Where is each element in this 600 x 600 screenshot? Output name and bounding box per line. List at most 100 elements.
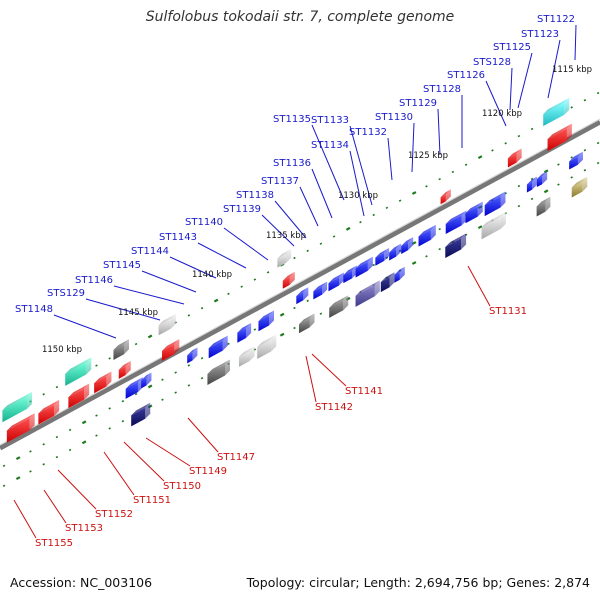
forward-gene-label: ST1125 (493, 42, 531, 53)
kbp-marker: 1135 kbp (266, 231, 306, 241)
position-tick (570, 156, 573, 159)
position-tick (596, 91, 600, 95)
position-tick (55, 435, 59, 439)
gene-block (440, 189, 451, 205)
position-tick (42, 393, 45, 396)
gene-features (2, 97, 588, 443)
gene-block (296, 287, 309, 305)
reverse-leader (145, 437, 191, 467)
forward-gene-label: ST1126 (447, 70, 485, 81)
gene-block (445, 210, 467, 235)
position-tick (161, 398, 164, 401)
forward-leader (53, 314, 117, 339)
position-tick (200, 377, 204, 380)
gene-block (2, 391, 33, 423)
position-tick (530, 197, 534, 201)
gene-block (571, 176, 588, 198)
reverse-leader (103, 451, 135, 496)
forward-leader (141, 270, 197, 293)
forward-leader (517, 52, 533, 109)
position-tick (121, 420, 125, 423)
forward-gene-label: ST1146 (75, 275, 113, 286)
forward-gene-label: STS128 (473, 57, 511, 68)
forward-leader (485, 80, 507, 127)
position-tick (543, 189, 549, 194)
position-tick (411, 191, 417, 195)
position-tick (174, 391, 177, 394)
position-tick (557, 163, 560, 166)
reverse-leader (13, 499, 37, 539)
kbp-marker: 1125 kbp (408, 151, 448, 161)
gene-block (162, 339, 180, 361)
reverse-gene-label: ST1131 (489, 306, 527, 317)
gene-block (257, 334, 277, 359)
genome-backbone (0, 118, 600, 451)
forward-gene-label: ST1130 (375, 112, 413, 123)
position-tick (306, 299, 309, 303)
gene-block (536, 196, 551, 217)
position-tick (570, 176, 573, 179)
position-tick (583, 169, 587, 172)
position-tick (583, 149, 587, 152)
forward-leader (349, 150, 365, 217)
forward-leader (113, 285, 185, 305)
reverse-leader (467, 265, 491, 307)
reverse-leader (305, 355, 317, 403)
gene-block (131, 402, 151, 427)
position-tick (227, 342, 230, 346)
position-tick (108, 357, 111, 360)
gene-block (484, 191, 506, 217)
position-tick (517, 134, 521, 138)
position-tick (583, 99, 587, 102)
gene-block (481, 211, 506, 240)
position-tick (279, 332, 285, 337)
position-tick (81, 440, 87, 445)
gene-block (329, 295, 349, 318)
forward-gene-label: STS129 (47, 288, 85, 299)
gene-block (68, 383, 90, 409)
position-tick (530, 177, 534, 181)
position-tick (517, 204, 521, 208)
position-tick (147, 384, 153, 389)
position-tick (543, 169, 549, 174)
position-tick (29, 450, 32, 453)
gene-block (355, 256, 373, 278)
label-leader-lines (13, 24, 577, 539)
reverse-gene-label: ST1147 (217, 452, 255, 463)
position-tick (187, 364, 191, 367)
gene-block (277, 248, 292, 268)
position-tick (42, 443, 45, 446)
position-tick (161, 378, 164, 381)
position-tick (411, 261, 417, 265)
position-tick (29, 470, 32, 473)
position-tick (596, 161, 600, 165)
genome-summary: Topology: circular; Length: 2,694,756 bp… (246, 575, 590, 590)
kbp-markers: 1115 kbp 1120 kbp 1125 kbp 1130 kbp 1135 kbp… (42, 65, 592, 355)
forward-gene-label: ST1129 (399, 98, 437, 109)
forward-leader (311, 168, 333, 219)
gene-block (258, 310, 275, 332)
position-tick (293, 256, 296, 260)
gene-block (94, 371, 112, 394)
position-tick (187, 314, 191, 317)
position-tick (134, 342, 138, 346)
position-tick (68, 428, 72, 432)
position-tick (134, 392, 138, 396)
forward-gene-label: ST1133 (311, 115, 349, 126)
forward-gene-label: ST1140 (185, 217, 223, 228)
forward-leader (274, 200, 307, 239)
position-tick (253, 328, 257, 331)
gene-block (118, 361, 131, 379)
forward-leader (311, 124, 345, 201)
reverse-gene-label: ST1149 (189, 466, 227, 477)
forward-leader (509, 67, 513, 111)
position-tick (332, 235, 336, 238)
forward-leader (547, 39, 561, 99)
position-tick (293, 326, 296, 330)
forward-gene-label: ST1145 (103, 260, 141, 271)
accession-label: Accession: NC_003106 (10, 575, 153, 590)
position-tick (68, 448, 72, 452)
gene-labels: ST1122 ST1123 ST1125 STS128 ST1126 ST1128 ST11… (15, 14, 575, 549)
position-tick (55, 455, 59, 459)
reverse-leader (43, 489, 67, 524)
